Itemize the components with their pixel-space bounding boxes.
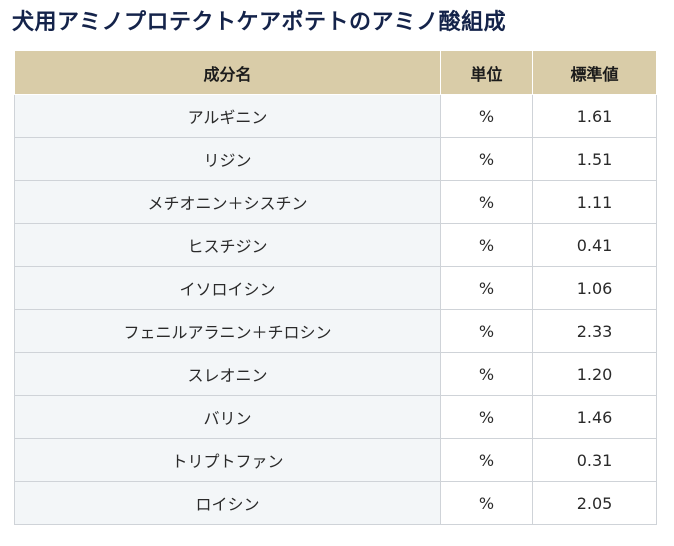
table-header-row: 成分名 単位 標準値: [14, 50, 657, 95]
cell-component-name: スレオニン: [14, 352, 441, 396]
cell-unit: %: [440, 309, 533, 353]
page-title: 犬用アミノプロテクトケアポテトのアミノ酸組成: [12, 10, 507, 35]
table-row: ヒスチジン % 0.41: [14, 223, 657, 267]
cell-unit: %: [440, 395, 533, 439]
cell-standard-value: 2.33: [532, 309, 657, 353]
table-row: バリン % 1.46: [14, 395, 657, 439]
table-row: イソロイシン % 1.06: [14, 266, 657, 310]
cell-standard-value: 1.11: [532, 180, 657, 224]
cell-unit: %: [440, 266, 533, 310]
cell-component-name: アルギニン: [14, 94, 441, 138]
cell-component-name: メチオニン＋シスチン: [14, 180, 441, 224]
cell-component-name: ヒスチジン: [14, 223, 441, 267]
cell-standard-value: 1.06: [532, 266, 657, 310]
table-row: リジン % 1.51: [14, 137, 657, 181]
cell-component-name: トリプトファン: [14, 438, 441, 482]
cell-component-name: イソロイシン: [14, 266, 441, 310]
cell-standard-value: 1.61: [532, 94, 657, 138]
amino-acid-table: 成分名 単位 標準値 アルギニン % 1.61 リジン % 1.51 メチオニン…: [14, 50, 657, 525]
cell-component-name: バリン: [14, 395, 441, 439]
cell-component-name: ロイシン: [14, 481, 441, 525]
cell-unit: %: [440, 94, 533, 138]
table-row: フェニルアラニン＋チロシン % 2.33: [14, 309, 657, 353]
cell-standard-value: 1.20: [532, 352, 657, 396]
table-row: スレオニン % 1.20: [14, 352, 657, 396]
cell-standard-value: 2.05: [532, 481, 657, 525]
cell-unit: %: [440, 223, 533, 267]
table-row: アルギニン % 1.61: [14, 94, 657, 138]
cell-unit: %: [440, 481, 533, 525]
cell-standard-value: 1.51: [532, 137, 657, 181]
cell-unit: %: [440, 352, 533, 396]
cell-component-name: リジン: [14, 137, 441, 181]
cell-standard-value: 0.41: [532, 223, 657, 267]
cell-unit: %: [440, 137, 533, 181]
header-unit: 単位: [440, 50, 533, 95]
header-standard-value: 標準値: [532, 50, 657, 95]
cell-unit: %: [440, 438, 533, 482]
table-row: メチオニン＋シスチン % 1.11: [14, 180, 657, 224]
cell-component-name: フェニルアラニン＋チロシン: [14, 309, 441, 353]
cell-standard-value: 1.46: [532, 395, 657, 439]
cell-unit: %: [440, 180, 533, 224]
header-component-name: 成分名: [14, 50, 441, 95]
table-row: トリプトファン % 0.31: [14, 438, 657, 482]
table-row: ロイシン % 2.05: [14, 481, 657, 525]
cell-standard-value: 0.31: [532, 438, 657, 482]
